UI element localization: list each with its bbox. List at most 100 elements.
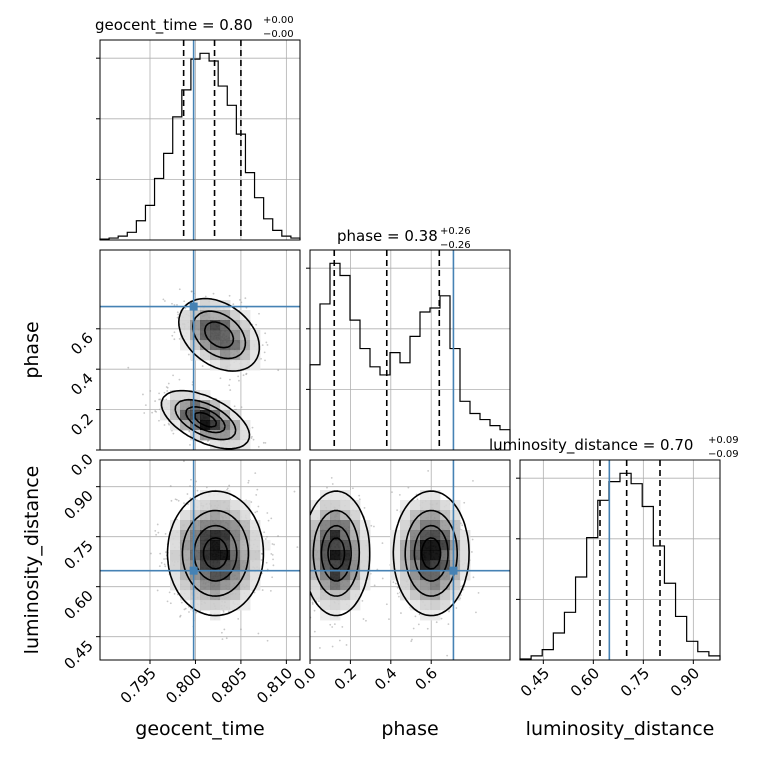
sample-point [240, 301, 243, 304]
sample-point [305, 559, 307, 561]
density-cell [200, 550, 211, 561]
sample-point [338, 639, 341, 642]
density-cell [210, 300, 221, 311]
density-cell [250, 560, 261, 571]
sample-point [331, 645, 334, 648]
density-cell [240, 540, 251, 551]
y-tick-label-luminosity-distance-1: 0.60 [60, 587, 96, 623]
panel-title-phase-lower: −0.26 [440, 240, 471, 251]
density-cell [230, 440, 241, 450]
sample-point [159, 398, 162, 401]
density-cell [190, 430, 201, 441]
density-cell [460, 530, 471, 541]
density-cell [240, 510, 251, 521]
density-cell [430, 570, 441, 581]
density-cell [350, 520, 361, 531]
sample-point [326, 486, 328, 489]
sample-point [396, 509, 399, 512]
density-cell [230, 330, 241, 341]
contour-phase-luminosity-distance-2 [320, 524, 449, 582]
density-cell [430, 510, 441, 521]
sample-point [265, 341, 268, 344]
density-cell [250, 360, 261, 371]
density-cell [240, 310, 251, 321]
density-cell [410, 510, 421, 521]
sample-point [345, 644, 348, 646]
density-cell [210, 440, 221, 450]
density-cell [230, 340, 241, 351]
sample-point [190, 290, 193, 293]
sample-point [471, 538, 474, 541]
density-cell [420, 530, 431, 541]
density-cell [440, 530, 451, 541]
sample-point [155, 533, 158, 536]
sample-point [257, 445, 260, 448]
sample-point [158, 419, 160, 422]
sample-point [267, 519, 270, 522]
sample-point [254, 511, 257, 514]
density-cell [310, 560, 321, 571]
density-cell [420, 570, 431, 581]
sample-point [265, 561, 268, 564]
density-cell [210, 530, 221, 541]
panel-frame-geocent-time-phase [99, 249, 301, 451]
density-cell [420, 550, 431, 561]
density-cell [210, 600, 221, 611]
density-cell [320, 560, 331, 571]
density-cell [330, 510, 341, 521]
density-cell [210, 560, 221, 571]
sample-point [370, 524, 373, 527]
contour-geocent-time-phase-1 [174, 310, 247, 441]
density-cell [320, 590, 331, 601]
sample-point [394, 582, 397, 585]
sample-point [461, 524, 464, 527]
sample-point [249, 456, 251, 458]
sample-point [271, 543, 274, 545]
sample-point [331, 626, 334, 628]
density-cell [430, 490, 441, 501]
sample-point [176, 311, 179, 314]
sample-point [151, 411, 154, 414]
density-cell [340, 490, 351, 501]
sample-point [392, 581, 395, 584]
density-cell [260, 540, 271, 551]
sample-point [331, 483, 334, 485]
density-cell [410, 560, 421, 571]
density-cell [240, 580, 251, 591]
sample-point [238, 379, 240, 382]
density-cell [330, 580, 341, 591]
density-cell [220, 570, 231, 581]
sample-point [163, 424, 166, 426]
sample-point [184, 607, 187, 610]
sample-point [260, 559, 263, 561]
density-cell [190, 320, 201, 331]
sample-point [470, 551, 473, 553]
density-cell [180, 590, 191, 601]
sample-point [277, 535, 279, 537]
density-cell [180, 560, 191, 571]
sample-point [396, 592, 399, 595]
sample-point [245, 372, 248, 375]
sample-point [435, 621, 438, 624]
sample-point [176, 316, 179, 319]
density-cell [210, 430, 221, 441]
density-cell [320, 550, 331, 561]
density-cell [230, 550, 241, 561]
density-cell [200, 570, 211, 581]
sample-point [264, 538, 267, 540]
sample-point [163, 391, 166, 394]
sample-point [244, 297, 247, 300]
sample-point [296, 546, 299, 549]
density-cell [210, 550, 221, 561]
sample-point [229, 389, 232, 391]
density-cell [200, 520, 211, 531]
density-cell [400, 590, 411, 601]
sample-point [166, 390, 169, 392]
density-cell [200, 350, 211, 361]
sample-point [179, 615, 181, 618]
density-cell [240, 330, 251, 341]
density-cell [170, 560, 181, 571]
x-tick-label-geocent-time-1: 0.800 [162, 664, 205, 707]
density-cell [410, 590, 421, 601]
sample-point [417, 623, 420, 626]
